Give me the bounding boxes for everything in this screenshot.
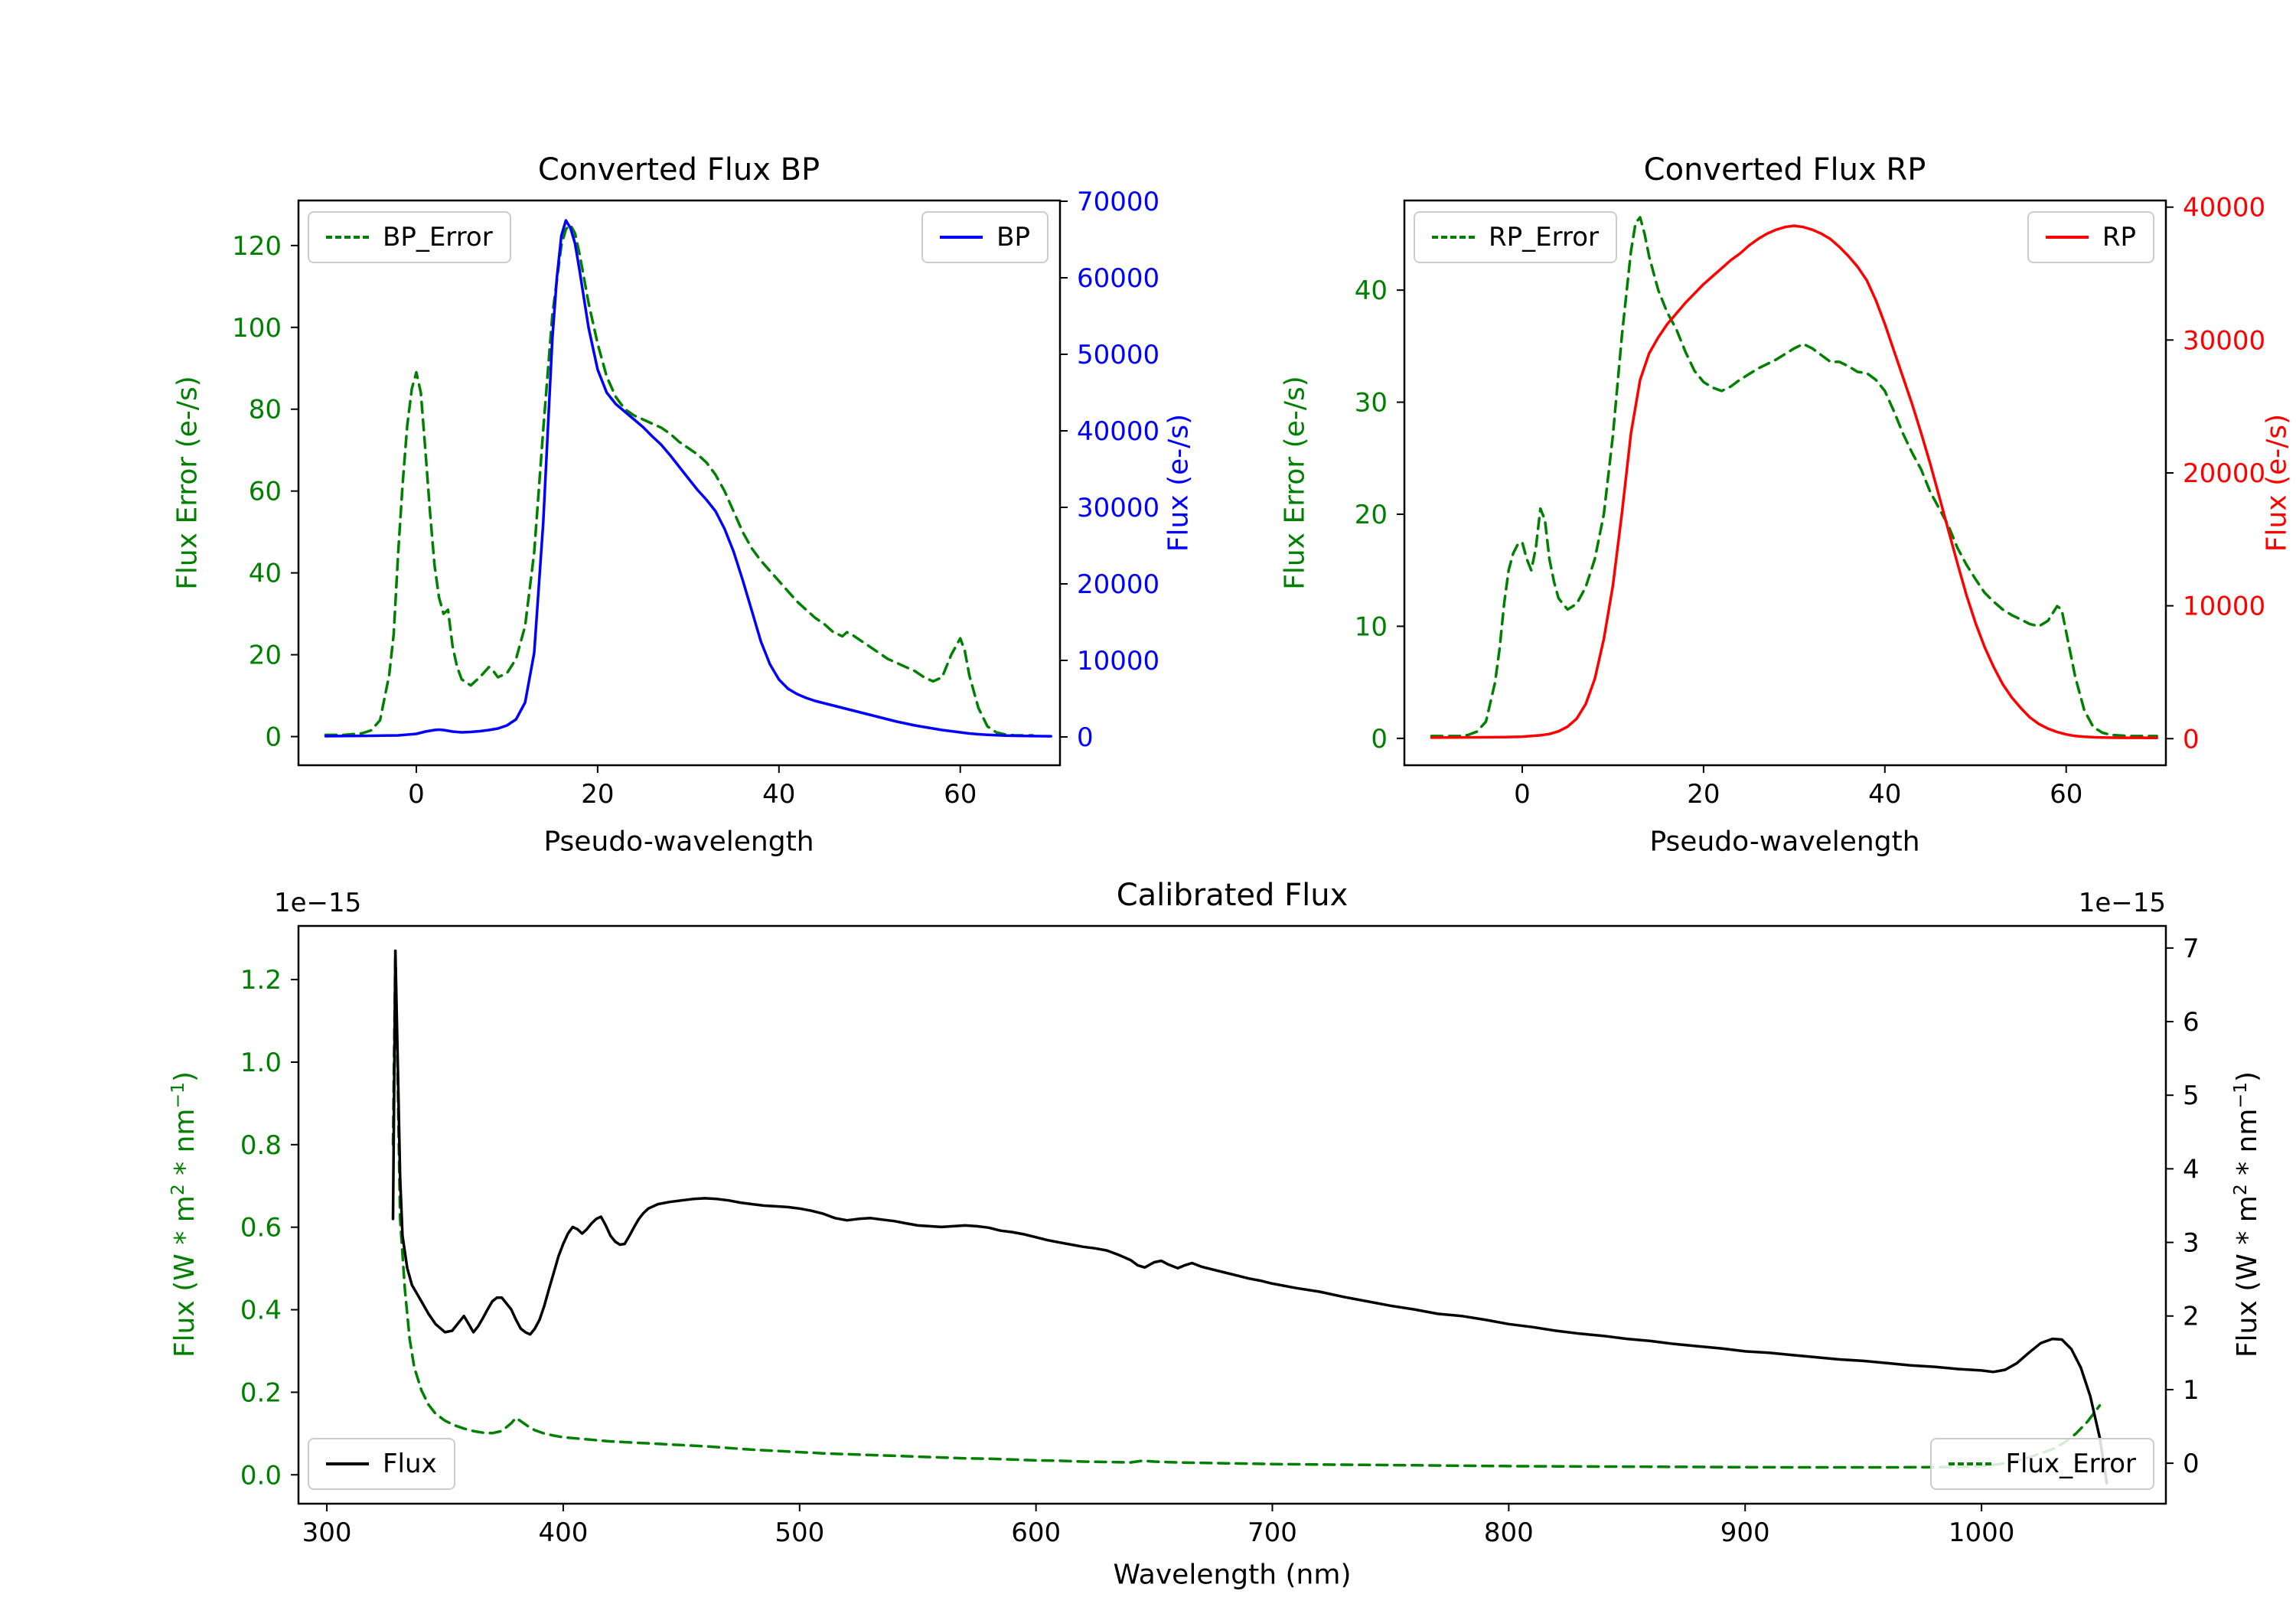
bp-legend: BP	[921, 211, 1049, 263]
bp-chart-title: Converted Flux BP	[537, 152, 820, 187]
bp-legend-label: BP	[996, 222, 1030, 253]
bp-y-tick-label: 40000	[1077, 416, 1159, 447]
cal-y-tick-label: 0.0	[240, 1460, 282, 1491]
cal-y-tick-label: 1.0	[240, 1048, 282, 1078]
bp-x-tick-label: 60	[944, 779, 977, 810]
cal-y-tick-label: 0.2	[240, 1377, 282, 1408]
bp-left-yaxis-label: Flux Error (e-/s)	[171, 376, 204, 590]
bp-y-tick-label: 60000	[1077, 263, 1159, 294]
rp-x-tick-label: 60	[2050, 779, 2082, 810]
cal-left-yaxis-label: Flux (W * m2 * nm−1)	[167, 1071, 201, 1358]
rp-y-tick-label: 40	[1355, 275, 1388, 306]
bp-line	[324, 219, 1052, 738]
flux-error-legend-line-icon	[1949, 1462, 1992, 1465]
bp-y-tick-label: 80	[249, 395, 282, 425]
rp-left-yaxis-label: Flux Error (e-/s)	[1279, 376, 1311, 590]
bp-error-line	[324, 223, 1035, 737]
rp-y-tick-label: 10	[1355, 611, 1388, 642]
flux-legend-label: Flux	[383, 1449, 437, 1479]
bp-y-tick-label: 20000	[1077, 569, 1159, 600]
cal-y-tick-label: 1	[2183, 1375, 2200, 1406]
rp-xaxis-label: Pseudo-wavelength	[1649, 826, 1920, 858]
cal-x-tick-label: 700	[1247, 1517, 1297, 1548]
cal-y-tick-label: 0	[2183, 1449, 2200, 1479]
bp-x-tick-label: 20	[581, 779, 614, 810]
bp-axes-frame	[297, 199, 1062, 767]
cal-x-tick-label: 500	[775, 1517, 824, 1548]
rp-x-tick-label: 20	[1687, 779, 1720, 810]
rp-y-tick-label: 30	[1355, 388, 1388, 419]
bp-x-tick-label: 40	[762, 779, 795, 810]
cal-y-tick-label: 0.8	[240, 1130, 282, 1161]
cal-right-offset-text: 1e−15	[2078, 888, 2166, 918]
rp-error-legend-label: RP_Error	[1489, 222, 1600, 253]
rp-y-tick-label: 20000	[2183, 458, 2265, 489]
bp-y-tick-label: 60	[249, 477, 282, 507]
cal-chart-title: Calibrated Flux	[1116, 878, 1349, 913]
cal-x-tick-label: 1000	[1949, 1517, 2015, 1548]
rp-y-tick-label: 0	[2183, 724, 2200, 755]
bp-y-tick-label: 50000	[1077, 340, 1159, 370]
cal-y-tick-label: 4	[2183, 1154, 2200, 1185]
cal-xaxis-label: Wavelength (nm)	[1113, 1559, 1352, 1591]
flux-error-legend: Flux_Error	[1930, 1438, 2154, 1490]
cal-y-tick-label: 0.6	[240, 1213, 282, 1244]
bp-y-tick-label: 30000	[1077, 493, 1159, 523]
bp-y-tick-label: 120	[232, 231, 282, 262]
cal-y-tick-label: 0.4	[240, 1296, 282, 1326]
rp-x-tick-label: 0	[1514, 779, 1531, 810]
rp-legend-line-icon	[2045, 236, 2089, 239]
bp-y-tick-label: 0	[1077, 722, 1094, 753]
bp-y-tick-label: 10000	[1077, 646, 1159, 676]
cal-y-tick-label: 2	[2183, 1302, 2200, 1332]
cal-x-tick-label: 400	[538, 1517, 588, 1548]
rp-error-legend: RP_Error	[1414, 211, 1618, 263]
bp-y-tick-label: 20	[249, 641, 282, 671]
rp-y-tick-label: 30000	[2183, 325, 2265, 356]
bp-y-tick-label: 0	[265, 722, 282, 753]
flux-legend-line-icon	[326, 1462, 369, 1465]
rp-y-tick-label: 0	[1371, 724, 1388, 755]
flux-error-line	[391, 949, 2102, 1469]
bp-error-legend-line-icon	[326, 236, 369, 239]
cal-left-offset-text: 1e−15	[274, 888, 362, 918]
rp-axes-frame	[1403, 199, 2167, 767]
cal-y-tick-label: 1.2	[240, 965, 282, 996]
cal-x-tick-label: 800	[1484, 1517, 1534, 1548]
rp-error-line	[1430, 216, 2158, 738]
bp-y-tick-label: 70000	[1077, 187, 1159, 217]
flux-line	[391, 949, 2108, 1485]
cal-x-tick-label: 300	[302, 1517, 352, 1548]
cal-y-tick-label: 5	[2183, 1081, 2200, 1111]
bp-right-yaxis-label: Flux (e-/s)	[1163, 413, 1195, 553]
flux-error-legend-label: Flux_Error	[2005, 1449, 2136, 1479]
bp-xaxis-label: Pseudo-wavelength	[543, 826, 814, 858]
bp-error-legend-label: BP_Error	[383, 222, 493, 253]
cal-right-yaxis-label: Flux (W * m2 * nm−1)	[2229, 1071, 2263, 1358]
rp-x-tick-label: 40	[1868, 779, 1901, 810]
bp-error-legend: BP_Error	[308, 211, 511, 263]
cal-axes-frame	[297, 924, 2167, 1505]
rp-right-yaxis-label: Flux (e-/s)	[2261, 413, 2293, 553]
rp-line	[1430, 224, 2158, 739]
cal-x-tick-label: 600	[1011, 1517, 1061, 1548]
bp-y-tick-label: 40	[249, 559, 282, 589]
rp-legend-label: RP	[2102, 222, 2136, 253]
flux-legend: Flux	[308, 1438, 455, 1490]
cal-y-tick-label: 7	[2183, 934, 2200, 964]
rp-y-tick-label: 40000	[2183, 193, 2265, 223]
rp-error-legend-line-icon	[1432, 236, 1475, 239]
cal-x-tick-label: 900	[1720, 1517, 1770, 1548]
cal-y-tick-label: 6	[2183, 1007, 2200, 1038]
bp-legend-line-icon	[940, 236, 983, 239]
bp-y-tick-label: 100	[232, 313, 282, 344]
rp-y-tick-label: 20	[1355, 500, 1388, 530]
cal-y-tick-label: 3	[2183, 1228, 2200, 1259]
rp-y-tick-label: 10000	[2183, 592, 2265, 622]
rp-chart-title: Converted Flux RP	[1643, 152, 1926, 187]
rp-legend: RP	[2027, 211, 2154, 263]
bp-x-tick-label: 0	[408, 779, 425, 810]
